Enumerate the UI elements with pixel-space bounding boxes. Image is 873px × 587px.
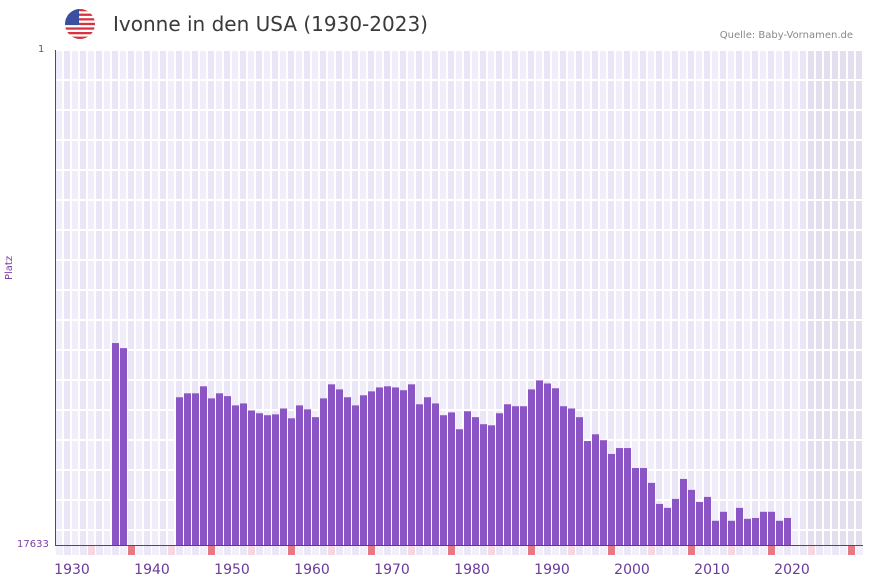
bar-1987 [512, 406, 519, 545]
bar-2021 [784, 517, 791, 545]
bar-1969 [368, 391, 375, 545]
bar-2012 [712, 520, 719, 545]
x-tick-1930: 1930 [54, 562, 90, 578]
bar-1977 [432, 403, 439, 545]
bar-1957 [272, 414, 279, 545]
bar-1999 [608, 453, 615, 545]
bar-1975 [416, 404, 423, 545]
bar-1950 [216, 393, 223, 545]
bar-2015 [736, 507, 743, 545]
bar-1952 [232, 405, 239, 545]
bar-1956 [264, 415, 271, 545]
bar-chart-plot [56, 51, 862, 545]
bar-2010 [696, 501, 703, 545]
bar-1979 [448, 412, 455, 545]
bar-1976 [424, 397, 431, 545]
bar-1997 [592, 434, 599, 545]
bar-1965 [336, 389, 343, 545]
bar-1971 [384, 386, 391, 545]
x-axis-line [55, 545, 863, 546]
bar-1985 [496, 413, 503, 545]
bar-2020 [776, 520, 783, 545]
bar-1946 [184, 393, 191, 545]
bar-2017 [752, 517, 759, 545]
bar-2002 [632, 467, 639, 545]
bar-1967 [352, 405, 359, 545]
bar-2016 [744, 518, 751, 545]
bar-1992 [552, 388, 559, 545]
bar-1981 [464, 411, 471, 545]
bar-1963 [320, 398, 327, 545]
bar-1986 [504, 404, 511, 545]
bar-2018 [760, 511, 767, 545]
bar-2014 [728, 520, 735, 545]
bar-1970 [376, 387, 383, 545]
bar-1959 [288, 418, 295, 545]
bar-2007 [672, 498, 679, 545]
bar-1945 [176, 397, 183, 545]
bar-2009 [688, 489, 695, 545]
x-tick-1980: 1980 [454, 562, 490, 578]
bar-1955 [256, 413, 263, 545]
bar-1947 [192, 393, 199, 545]
x-tick-1990: 1990 [534, 562, 570, 578]
bar-1982 [472, 417, 479, 545]
bar-1968 [360, 395, 367, 545]
bar-2013 [720, 511, 727, 545]
bar-1994 [568, 408, 575, 545]
bar-1958 [280, 408, 287, 545]
bar-2004 [648, 482, 655, 545]
y-axis-label: Platz [4, 255, 15, 280]
bar-1962 [312, 417, 319, 545]
bar-1995 [576, 417, 583, 545]
bar-1996 [584, 441, 591, 545]
bar-1983 [480, 424, 487, 545]
bar-1972 [392, 387, 399, 545]
x-tick-1970: 1970 [374, 562, 410, 578]
bar-1974 [408, 384, 415, 545]
bar-1938 [120, 348, 127, 545]
bar-1960 [296, 405, 303, 545]
bar-1961 [304, 409, 311, 545]
x-tick-2020: 2020 [774, 562, 810, 578]
bar-1966 [344, 397, 351, 545]
bar-1984 [488, 425, 495, 545]
year-markers [56, 546, 863, 555]
bar-1991 [544, 383, 551, 545]
x-tick-1940: 1940 [134, 562, 170, 578]
bar-1937 [112, 343, 119, 545]
bar-1948 [200, 386, 207, 545]
bar-1998 [600, 440, 607, 545]
bar-1989 [528, 389, 535, 545]
bar-1953 [240, 403, 247, 545]
y-tick-top: 1 [38, 44, 45, 55]
y-axis-line [55, 50, 56, 546]
x-tick-1960: 1960 [294, 562, 330, 578]
bar-1964 [328, 384, 335, 545]
bar-1990 [536, 380, 543, 545]
bar-2008 [680, 478, 687, 545]
bar-1954 [248, 410, 255, 545]
bar-1993 [560, 406, 567, 545]
bar-2001 [624, 448, 631, 545]
bar-1980 [456, 429, 463, 545]
x-tick-2000: 2000 [614, 562, 650, 578]
bar-1951 [224, 396, 231, 545]
source-label: Quelle: Baby-Vornamen.de [719, 30, 853, 41]
bar-1978 [440, 415, 447, 545]
bar-2003 [640, 467, 647, 545]
bar-1949 [208, 398, 215, 545]
x-tick-1950: 1950 [214, 562, 250, 578]
us-flag-icon [65, 9, 95, 39]
bar-1973 [400, 390, 407, 545]
x-tick-2010: 2010 [694, 562, 730, 578]
bar-2011 [704, 496, 711, 545]
chart-title: Ivonne in den USA (1930-2023) [113, 12, 428, 36]
bar-2006 [664, 507, 671, 545]
bar-2005 [656, 503, 663, 545]
bar-1988 [520, 406, 527, 545]
bar-2000 [616, 448, 623, 545]
y-tick-bottom: 17633 [17, 539, 49, 550]
bar-2019 [768, 511, 775, 545]
